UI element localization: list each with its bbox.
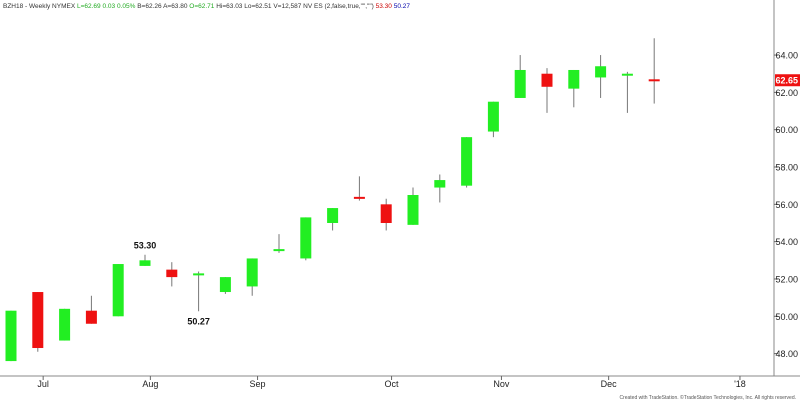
header-exchange: NYMEX — [52, 3, 76, 10]
last-price-label: 62.65 — [775, 76, 798, 86]
x-tick-label: Aug — [142, 379, 158, 389]
candle[interactable] — [59, 308, 71, 341]
x-tick-label: '18 — [734, 379, 746, 389]
candle[interactable] — [273, 234, 285, 253]
header-volume: V=12,587 — [273, 3, 301, 10]
extreme-label: 53.30 — [134, 241, 157, 251]
y-tick-label: 62.00 — [775, 88, 798, 98]
candle[interactable] — [595, 55, 607, 98]
candle[interactable] — [85, 295, 97, 324]
x-tick-label: Sep — [250, 379, 266, 389]
candle-body-up — [595, 66, 607, 78]
candle-body-up — [621, 73, 633, 76]
header-change: 0.03 — [102, 3, 115, 10]
header-change-pct: 0.05% — [117, 3, 136, 10]
candle-body-up — [434, 180, 446, 188]
y-tick-label: 48.00 — [775, 349, 798, 359]
x-tick-label: Nov — [493, 379, 510, 389]
candle[interactable] — [300, 217, 312, 261]
candle[interactable] — [380, 198, 392, 231]
candle-body-up — [112, 264, 124, 317]
candle-body-down — [541, 73, 553, 87]
candle-body-down — [648, 79, 660, 82]
candle-body-down — [85, 310, 97, 324]
candle-body-up — [327, 208, 339, 223]
y-tick-label: 54.00 — [775, 237, 798, 247]
header-open: O=62.71 — [189, 3, 215, 10]
x-tick-label: Jul — [37, 379, 49, 389]
header-hi-marker: 53.30 — [376, 3, 393, 10]
header-last: L=62.69 — [77, 3, 101, 10]
candle[interactable] — [112, 264, 124, 317]
y-tick-label: 52.00 — [775, 274, 798, 284]
candle-body-up — [300, 217, 312, 259]
extreme-label: 50.27 — [187, 316, 210, 326]
footer-credit: Created with TradeStation. ©TradeStation… — [619, 394, 796, 401]
last-price-marker: 62.65 — [775, 74, 800, 87]
candle-body-up — [219, 277, 231, 293]
candle-body-down — [380, 204, 392, 223]
y-axis: 48.00 50.00 52.00 54.00 56.00 58.00 60.00 62.00… — [774, 51, 798, 359]
candle-body-up — [461, 137, 473, 186]
candle[interactable] — [246, 258, 258, 296]
candle[interactable] — [541, 68, 553, 113]
x-tick-label: Oct — [385, 379, 400, 389]
header-ask: A=63.80 — [163, 3, 188, 10]
candle-body-up — [273, 249, 285, 252]
y-tick-label: 50.00 — [775, 312, 798, 322]
candle[interactable] — [407, 187, 419, 225]
candle[interactable] — [487, 101, 499, 138]
candle[interactable] — [514, 55, 526, 98]
candle-body-up — [59, 308, 71, 341]
candle[interactable] — [327, 208, 339, 231]
candle[interactable] — [621, 71, 633, 113]
header-high: Hi=63.03 — [216, 3, 243, 10]
candle-body-up — [407, 195, 419, 225]
header-period: Weekly — [29, 3, 51, 10]
candle-body-down — [32, 292, 44, 349]
candle-body-up — [514, 69, 526, 98]
candle[interactable] — [461, 137, 473, 188]
candle-body-up — [487, 101, 499, 132]
candle-body-down — [353, 196, 365, 199]
header-low: Lo=62.51 — [244, 3, 272, 10]
candle-body-down — [166, 269, 178, 278]
y-tick-label: 60.00 — [775, 125, 798, 135]
x-axis: Jul Aug Sep Oct Nov Dec '18 — [37, 376, 746, 389]
candle-body-up — [139, 260, 151, 266]
candle[interactable] — [568, 69, 580, 108]
candle[interactable] — [648, 38, 660, 104]
candle[interactable] — [32, 292, 44, 352]
y-tick-label: 56.00 — [775, 200, 798, 210]
candle[interactable] — [193, 271, 205, 312]
header-bid: B=62.26 — [137, 3, 162, 10]
candle-body-up — [5, 310, 17, 362]
header-line: BZH18 - Weekly NYMEX L=62.69 0.03 0.05% … — [3, 3, 410, 10]
candle[interactable] — [5, 310, 17, 362]
header-symbol: BZH18 — [3, 3, 24, 10]
annotations: 53.30 50.27 — [134, 241, 210, 327]
candle-body-up — [193, 273, 205, 276]
y-tick-label: 64.00 — [775, 51, 798, 61]
header-lo-marker: 50.27 — [394, 3, 411, 10]
y-tick-label: 58.00 — [775, 163, 798, 173]
candle[interactable] — [166, 262, 178, 287]
candle[interactable] — [353, 176, 365, 201]
candle[interactable] — [219, 277, 231, 294]
candle[interactable] — [139, 254, 151, 266]
candle-body-up — [246, 258, 258, 287]
header-contract: NV ES (2,false,true,"","") — [303, 3, 374, 10]
candles — [5, 38, 660, 362]
last-price-tag — [775, 74, 800, 87]
candle-body-up — [568, 69, 580, 89]
x-tick-label: Dec — [601, 379, 618, 389]
candle[interactable] — [434, 174, 446, 203]
